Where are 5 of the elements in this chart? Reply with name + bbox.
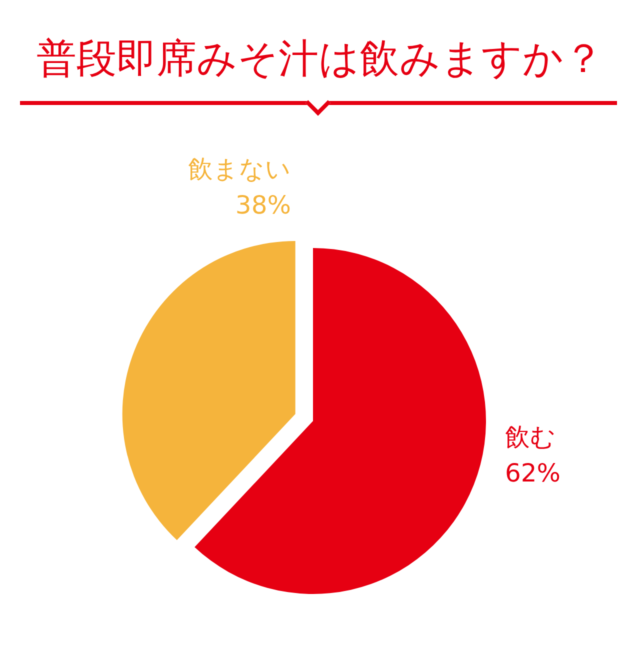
slice-label: 飲む (505, 422, 556, 452)
data-label: 62% (505, 458, 561, 488)
slice-label: 飲まない (188, 154, 291, 184)
data-label: 38% (235, 190, 291, 220)
chart-title: 普段即席みそ汁は飲みますか？ (36, 36, 604, 82)
